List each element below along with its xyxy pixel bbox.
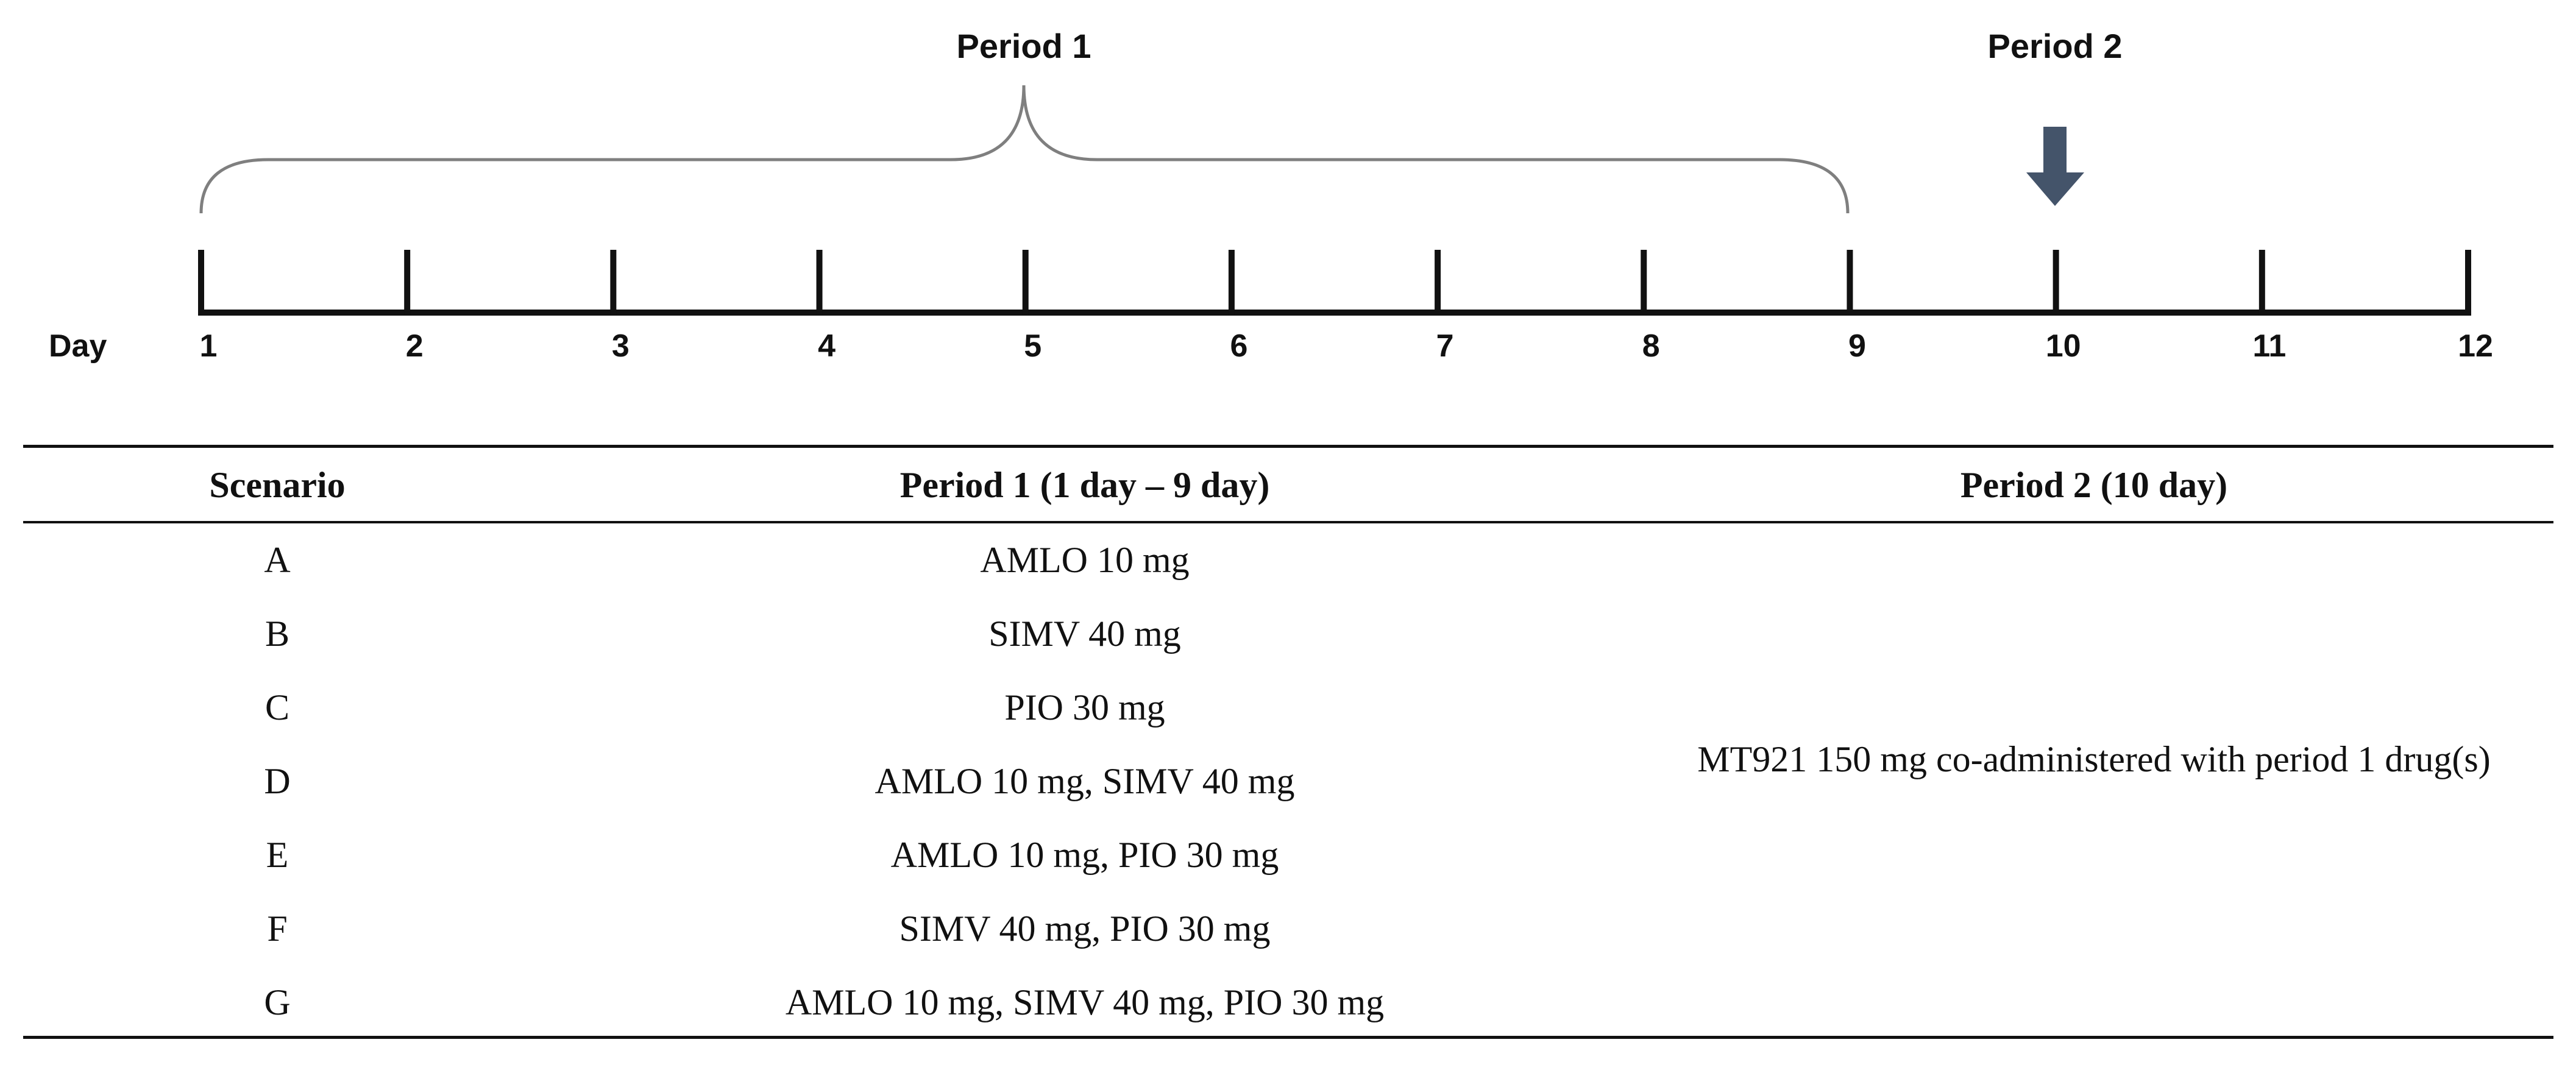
day-tick-label: 8 [1642, 328, 1660, 364]
row-scenario: B [264, 614, 290, 654]
row-scenario: E [266, 835, 289, 875]
day-tick-label: 6 [1230, 328, 1247, 364]
day-tick-label: 3 [612, 328, 630, 364]
day-tick-label: 2 [406, 328, 424, 364]
table-top-rule [23, 445, 2553, 448]
header-period1: Period 1 (1 day – 9 day) [899, 465, 1270, 505]
header-scenario: Scenario [209, 465, 346, 505]
period1-brace [199, 85, 1850, 214]
row-period1-drugs: PIO 30 mg [1004, 687, 1165, 728]
row-period1-drugs: AMLO 10 mg, PIO 30 mg [890, 835, 1279, 875]
row-period1-drugs: AMLO 10 mg [980, 540, 1190, 580]
day-tick-label: 9 [1848, 328, 1866, 364]
row-scenario: D [264, 761, 291, 801]
header-period2: Period 2 (10 day) [1960, 465, 2228, 505]
timeline-ticks [198, 250, 2471, 316]
table-header-rule [23, 521, 2553, 523]
table-bottom-rule [23, 1036, 2553, 1039]
period2-label: Period 2 [1988, 27, 2123, 65]
row-scenario: G [264, 982, 291, 1022]
period2-merged-cell: MT921 150 mg co-administered with period… [1697, 739, 2491, 779]
day-tick-label: 7 [1436, 328, 1454, 364]
row-period1-drugs: AMLO 10 mg, SIMV 40 mg, PIO 30 mg [785, 982, 1385, 1022]
day-tick-label: 4 [818, 328, 836, 364]
row-period1-drugs: AMLO 10 mg, SIMV 40 mg [875, 761, 1295, 801]
timeline-diagram: Period 1 Period 2 Day 1 2 3 4 5 6 7 8 9 10 11 12 [49, 27, 2493, 364]
day-tick-label: 10 [2046, 328, 2081, 364]
row-period1-drugs: SIMV 40 mg, PIO 30 mg [899, 908, 1271, 949]
timeline-tick-labels: 1 2 3 4 5 6 7 8 9 10 11 12 [200, 328, 2493, 364]
day-tick-label: 11 [2252, 328, 2286, 364]
day-tick-label: 1 [200, 328, 218, 364]
row-period1-drugs: SIMV 40 mg [988, 614, 1181, 654]
day-axis-label: Day [49, 328, 107, 364]
row-scenario: F [267, 908, 288, 949]
day-tick-label: 5 [1024, 328, 1041, 364]
day-tick-label: 12 [2458, 328, 2493, 364]
period1-label: Period 1 [957, 27, 1091, 65]
row-scenario: A [264, 540, 291, 580]
row-scenario: C [264, 687, 290, 728]
period2-arrow-icon [2026, 127, 2084, 206]
